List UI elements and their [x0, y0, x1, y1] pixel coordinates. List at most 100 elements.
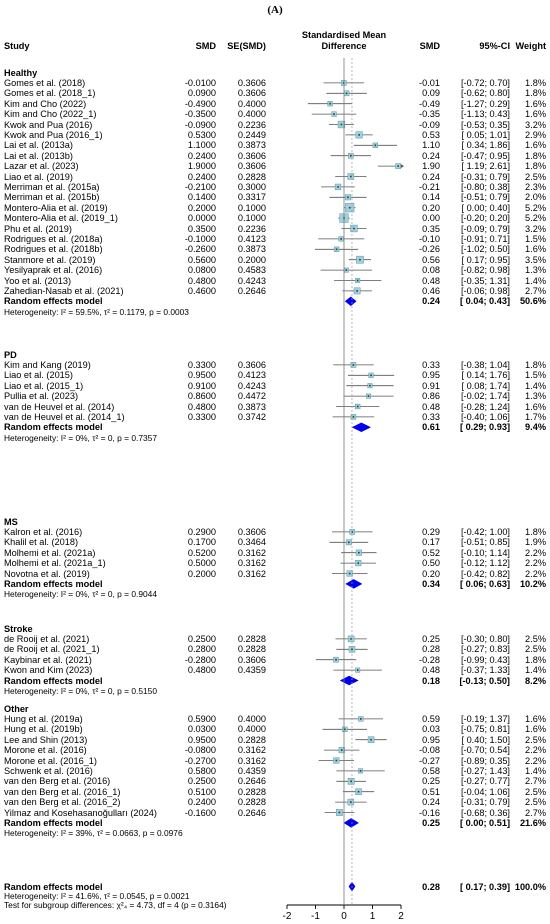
study-weight: 5.2%: [525, 202, 546, 213]
pooled-est: 0.61: [422, 422, 440, 433]
overall-weight: 100.0%: [514, 881, 546, 892]
study-est: 0.95: [422, 370, 440, 381]
pooled-label: Random effects model: [4, 296, 103, 307]
study-weight: 1.6%: [525, 401, 546, 412]
study-se: 0.2828: [237, 644, 266, 655]
study-est: 0.56: [422, 254, 440, 265]
study-weight: 1.8%: [525, 161, 546, 172]
study-se: 0.2828: [237, 797, 266, 808]
group-header: MS: [4, 516, 18, 527]
study-est: 0.14: [422, 192, 440, 203]
study-smd: 0.5000: [187, 558, 216, 569]
study-weight: 1.4%: [525, 665, 546, 676]
study-est: 0.17: [422, 537, 440, 548]
study-name: Morone et al. (2016): [4, 745, 87, 756]
study-weight: 1.6%: [525, 98, 546, 109]
study-ci: [-0.82; 0.98]: [460, 265, 510, 276]
pooled-est: 0.25: [422, 817, 440, 828]
study-smd: 0.5300: [187, 129, 216, 140]
study-ci: [-0.37; 1.33]: [460, 665, 510, 676]
study-point: [348, 572, 351, 575]
study-weight: 1.8%: [525, 77, 546, 88]
study-smd: 0.0000: [187, 213, 216, 224]
study-ci: [-0.53; 0.35]: [460, 119, 510, 130]
study-se: 0.2828: [237, 786, 266, 797]
study-name: Yilmaz and Kosehasanoğulları (2024): [4, 807, 157, 818]
study-weight: 2.2%: [525, 547, 546, 558]
pooled-label: Random effects model: [4, 422, 103, 433]
study-point: [358, 551, 360, 554]
group-header: PD: [4, 349, 17, 360]
study-ci: [-0.70; 0.54]: [460, 745, 510, 756]
study-name: Yesilyaprak et al. (2016): [4, 265, 103, 276]
study-weight: 2.5%: [525, 734, 546, 745]
study-ci: [-0.20; 0.20]: [460, 213, 510, 224]
heterogeneity-text: Heterogeneity: I² = 39%, τ² = 0.0663, p …: [4, 828, 183, 839]
study-point: [360, 718, 362, 720]
study-est: 0.50: [422, 558, 440, 569]
study-weight: 3.5%: [525, 254, 546, 265]
pooled-weight: 21.6%: [519, 817, 546, 828]
study-smd: -0.0100: [184, 77, 216, 88]
study-est: 0.52: [422, 547, 440, 558]
study-smd: 1.1000: [187, 140, 216, 151]
study-point: [356, 290, 358, 292]
study-ci: [-0.31; 0.79]: [460, 171, 510, 182]
study-name: Kwok and Pua (2016_1): [4, 129, 103, 140]
study-est: -0.35: [419, 109, 440, 120]
pooled-est: 0.18: [422, 675, 440, 686]
study-ci: [ 0.17; 0.95]: [461, 254, 510, 265]
study-smd: 0.5900: [187, 713, 216, 724]
study-name: van de Heuvel et al. (2014): [4, 401, 115, 412]
study-se: 0.2646: [237, 776, 266, 787]
study-se: 0.4000: [237, 98, 266, 109]
study-ci: [-0.91; 0.71]: [460, 233, 510, 244]
ci-arrow: [400, 163, 404, 169]
study-se: 0.3162: [237, 568, 266, 579]
study-smd: 0.3300: [187, 359, 216, 370]
study-se: 0.2828: [237, 734, 266, 745]
study-se: 0.3742: [237, 411, 266, 422]
study-est: 0.46: [422, 285, 440, 296]
study-ci: [-0.38; 1.04]: [460, 359, 510, 370]
study-ci: [ 0.34; 1.86]: [461, 140, 510, 151]
x-tick-label: -1: [311, 911, 320, 922]
study-se: 0.3162: [237, 547, 266, 558]
study-est: 1.10: [422, 140, 440, 151]
study-name: Molhemi et al. (2021a): [4, 547, 96, 558]
overall-heterogeneity: Heterogeneity: I² = 41.6%, τ² = 0.0545, …: [4, 890, 190, 901]
study-point: [344, 728, 346, 731]
study-se: 0.4359: [237, 765, 266, 776]
study-est: 0.24: [422, 797, 440, 808]
study-ci: [-0.35; 1.31]: [460, 275, 510, 286]
study-smd: 0.1700: [187, 537, 216, 548]
study-name: Merriman et al. (2015b): [4, 192, 100, 203]
study-smd: 0.5600: [187, 254, 216, 265]
study-point: [350, 638, 352, 640]
study-weight: 1.6%: [525, 109, 546, 120]
study-point: [335, 658, 337, 661]
study-weight: 2.0%: [525, 192, 546, 203]
study-est: -0.10: [419, 233, 440, 244]
study-est: 0.00: [422, 213, 440, 224]
study-weight: 1.6%: [525, 244, 546, 255]
study-weight: 3.2%: [525, 223, 546, 234]
study-smd: 0.3500: [187, 223, 216, 234]
study-name: Stanmore et al. (2019): [4, 254, 96, 265]
study-name: Lazar et al. (2023): [4, 161, 79, 172]
study-point: [348, 206, 351, 209]
x-tick-label: 2: [398, 911, 404, 922]
study-est: 0.25: [422, 633, 440, 644]
study-ci: [ 0.05; 1.01]: [461, 129, 510, 140]
study-est: 0.48: [422, 401, 440, 412]
study-se: 0.3873: [237, 244, 266, 255]
study-est: 0.91: [422, 380, 440, 391]
study-point: [374, 144, 377, 147]
study-weight: 2.3%: [525, 181, 546, 192]
study-point: [329, 102, 331, 105]
study-name: Lai et al. (2013a): [4, 140, 73, 151]
study-weight: 2.9%: [525, 129, 546, 140]
study-smd: 0.2800: [187, 644, 216, 655]
study-weight: 2.7%: [525, 776, 546, 787]
study-name: de Rooij et al. (2021_1): [4, 644, 100, 655]
